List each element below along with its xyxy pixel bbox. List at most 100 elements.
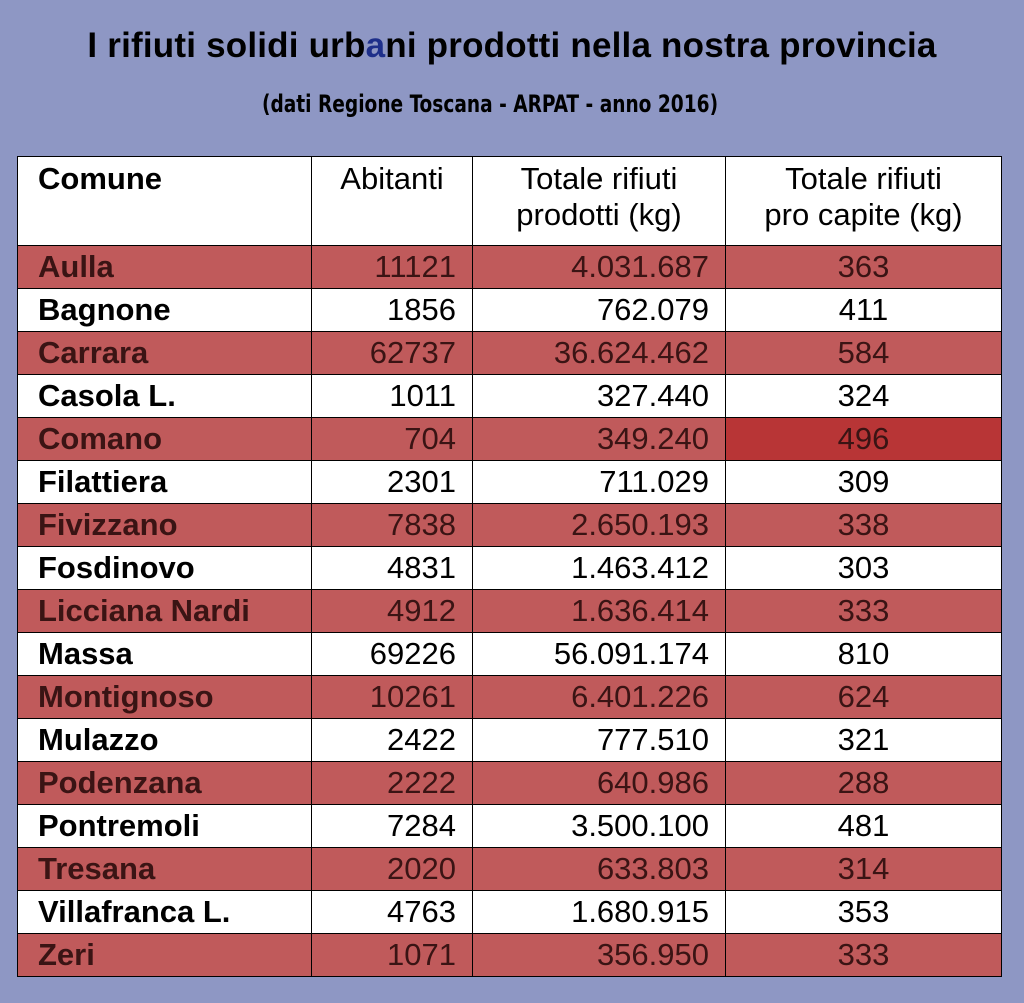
table-row: Pontremoli 7284 3.500.100 481 — [17, 804, 1002, 848]
cell-abitanti: 62737 — [311, 331, 473, 375]
cell-comune: Montignoso — [17, 675, 312, 719]
cell-totale-rifiuti: 1.680.915 — [472, 890, 726, 934]
cell-pro-capite: 810 — [725, 632, 1002, 676]
cell-comune: Tresana — [17, 847, 312, 891]
table-row: Zeri 1071 356.950 333 — [17, 933, 1002, 977]
cell-abitanti: 2222 — [311, 761, 473, 805]
cell-comune: Fosdinovo — [17, 546, 312, 590]
waste-table: Comune Abitanti Totale rifiuti prodotti (… — [17, 156, 1002, 977]
cell-pro-capite: 353 — [725, 890, 1002, 934]
table-row: Aulla 11121 4.031.687 363 — [17, 245, 1002, 289]
table-row: Carrara 62737 36.624.462 584 — [17, 331, 1002, 375]
cell-abitanti: 1011 — [311, 374, 473, 418]
cell-totale-rifiuti: 1.463.412 — [472, 546, 726, 590]
cell-abitanti: 1071 — [311, 933, 473, 977]
header-totale-line-2: prodotti (kg) — [516, 197, 682, 232]
cell-totale-rifiuti: 762.079 — [472, 288, 726, 332]
cell-pro-capite: 584 — [725, 331, 1002, 375]
cell-comune: Bagnone — [17, 288, 312, 332]
cell-pro-capite: 288 — [725, 761, 1002, 805]
table-header-row: Comune Abitanti Totale rifiuti prodotti (… — [17, 156, 1002, 246]
cell-abitanti: 7838 — [311, 503, 473, 547]
cell-pro-capite: 314 — [725, 847, 1002, 891]
page-subtitle: (dati Regione Toscana - ARPAT - anno 201… — [262, 90, 719, 118]
cell-comune: Fivizzano — [17, 503, 312, 547]
cell-comune: Pontremoli — [17, 804, 312, 848]
header-comune: Comune — [17, 156, 312, 246]
cell-comune: Licciana Nardi — [17, 589, 312, 633]
cell-totale-rifiuti: 56.091.174 — [472, 632, 726, 676]
cell-pro-capite: 411 — [725, 288, 1002, 332]
cell-abitanti: 10261 — [311, 675, 473, 719]
cell-totale-rifiuti: 36.624.462 — [472, 331, 726, 375]
table-row: Licciana Nardi 4912 1.636.414 333 — [17, 589, 1002, 633]
header-totale-rifiuti: Totale rifiuti prodotti (kg) — [472, 156, 726, 246]
cell-comune: Villafranca L. — [17, 890, 312, 934]
cell-abitanti: 2020 — [311, 847, 473, 891]
cell-pro-capite: 333 — [725, 589, 1002, 633]
header-pro-capite: Totale rifiuti pro capite (kg) — [725, 156, 1002, 246]
table-row: Tresana 2020 633.803 314 — [17, 847, 1002, 891]
header-procapite-line-1: Totale rifiuti — [785, 161, 942, 196]
table-row: Fosdinovo 4831 1.463.412 303 — [17, 546, 1002, 590]
cell-totale-rifiuti: 327.440 — [472, 374, 726, 418]
cell-comune: Podenzana — [17, 761, 312, 805]
cell-abitanti: 4912 — [311, 589, 473, 633]
cell-abitanti: 1856 — [311, 288, 473, 332]
cell-totale-rifiuti: 3.500.100 — [472, 804, 726, 848]
cell-totale-rifiuti: 4.031.687 — [472, 245, 726, 289]
table-row: Bagnone 1856 762.079 411 — [17, 288, 1002, 332]
cell-abitanti: 2422 — [311, 718, 473, 762]
cell-abitanti: 69226 — [311, 632, 473, 676]
title-part-2: ni prodotti nella nostra provincia — [385, 26, 937, 65]
cell-totale-rifiuti: 349.240 — [472, 417, 726, 461]
header-abitanti: Abitanti — [311, 156, 473, 246]
cell-abitanti: 11121 — [311, 245, 473, 289]
cell-comune: Comano — [17, 417, 312, 461]
cell-abitanti: 704 — [311, 417, 473, 461]
table-row: Comano 704 349.240 496 — [17, 417, 1002, 461]
cell-pro-capite: 338 — [725, 503, 1002, 547]
table-row: Casola L. 1011 327.440 324 — [17, 374, 1002, 418]
cell-totale-rifiuti: 1.636.414 — [472, 589, 726, 633]
cell-comune: Aulla — [17, 245, 312, 289]
title-part-1: I rifiuti solidi urb — [87, 26, 366, 65]
title-accent-letter: a — [365, 26, 386, 65]
page-title: I rifiuti solidi urbani prodotti nella n… — [0, 26, 1024, 66]
cell-totale-rifiuti: 633.803 — [472, 847, 726, 891]
cell-comune: Massa — [17, 632, 312, 676]
cell-abitanti: 2301 — [311, 460, 473, 504]
cell-comune: Mulazzo — [17, 718, 312, 762]
cell-totale-rifiuti: 356.950 — [472, 933, 726, 977]
cell-comune: Zeri — [17, 933, 312, 977]
cell-pro-capite: 363 — [725, 245, 1002, 289]
cell-pro-capite: 309 — [725, 460, 1002, 504]
table-row: Filattiera 2301 711.029 309 — [17, 460, 1002, 504]
cell-pro-capite: 324 — [725, 374, 1002, 418]
cell-comune: Carrara — [17, 331, 312, 375]
table-row: Fivizzano 7838 2.650.193 338 — [17, 503, 1002, 547]
table-row: Villafranca L. 4763 1.680.915 353 — [17, 890, 1002, 934]
table-row: Mulazzo 2422 777.510 321 — [17, 718, 1002, 762]
cell-totale-rifiuti: 777.510 — [472, 718, 726, 762]
cell-comune: Casola L. — [17, 374, 312, 418]
cell-pro-capite: 321 — [725, 718, 1002, 762]
cell-pro-capite: 624 — [725, 675, 1002, 719]
table-row: Montignoso 10261 6.401.226 624 — [17, 675, 1002, 719]
cell-abitanti: 4831 — [311, 546, 473, 590]
cell-abitanti: 7284 — [311, 804, 473, 848]
cell-totale-rifiuti: 2.650.193 — [472, 503, 726, 547]
cell-pro-capite: 303 — [725, 546, 1002, 590]
cell-pro-capite: 333 — [725, 933, 1002, 977]
cell-totale-rifiuti: 6.401.226 — [472, 675, 726, 719]
cell-pro-capite: 496 — [725, 417, 1002, 461]
cell-abitanti: 4763 — [311, 890, 473, 934]
header-totale-line-1: Totale rifiuti — [520, 161, 678, 196]
table-row: Massa 69226 56.091.174 810 — [17, 632, 1002, 676]
cell-pro-capite: 481 — [725, 804, 1002, 848]
cell-comune: Filattiera — [17, 460, 312, 504]
table-body: Aulla 11121 4.031.687 363 Bagnone 1856 762.079… — [17, 245, 1002, 977]
cell-totale-rifiuti: 711.029 — [472, 460, 726, 504]
cell-totale-rifiuti: 640.986 — [472, 761, 726, 805]
header-procapite-line-2: pro capite (kg) — [764, 197, 963, 232]
